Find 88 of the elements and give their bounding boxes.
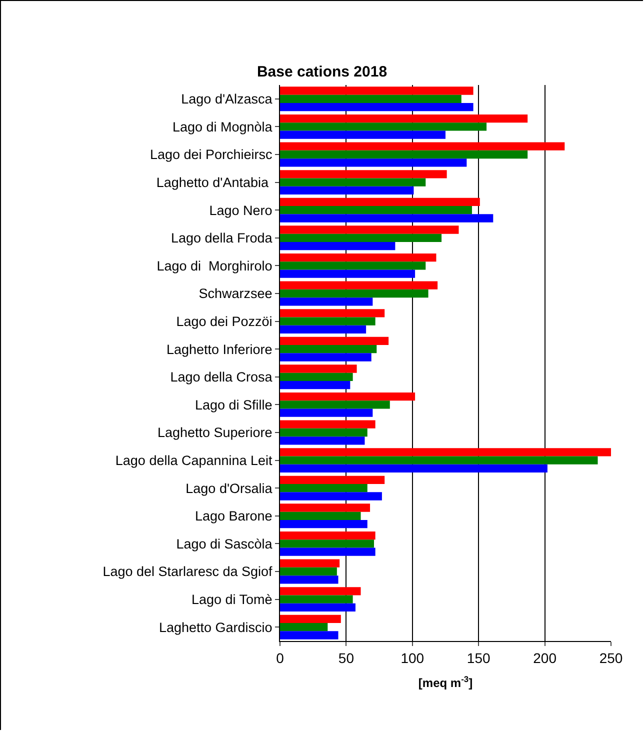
bar xyxy=(280,492,382,500)
x-tick-label: 50 xyxy=(338,650,354,666)
bar xyxy=(280,353,372,362)
y-tick-label: Lago di Tomè xyxy=(191,592,272,608)
bar xyxy=(280,270,416,278)
bar xyxy=(280,408,373,417)
bar xyxy=(280,559,340,568)
bar xyxy=(280,531,376,540)
bar xyxy=(280,420,376,428)
bar xyxy=(280,587,361,596)
bar xyxy=(280,102,474,112)
bar xyxy=(280,372,353,381)
y-tick-label: Lago di Mognòla xyxy=(172,119,273,134)
bar xyxy=(280,86,474,95)
bar xyxy=(280,364,357,373)
bar xyxy=(280,325,366,334)
bar xyxy=(280,614,341,624)
x-tick-label: 200 xyxy=(533,650,557,666)
bar xyxy=(280,400,390,409)
bar xyxy=(280,253,436,262)
bar xyxy=(280,130,446,139)
y-tick-label: Lago di Morghirolo xyxy=(156,258,272,274)
bar xyxy=(280,623,328,632)
bar xyxy=(280,456,598,464)
bar xyxy=(280,122,487,131)
x-tick-label: 250 xyxy=(599,650,623,666)
bar xyxy=(280,336,389,346)
bar xyxy=(280,428,368,437)
bar xyxy=(280,436,365,445)
y-tick-label: Lago Barone xyxy=(194,508,272,524)
bar xyxy=(280,114,528,123)
bar xyxy=(280,281,438,290)
y-tick-label: Laghetto Gardiscio xyxy=(158,620,272,635)
bar xyxy=(280,567,337,576)
bar xyxy=(280,214,494,222)
bar xyxy=(280,158,467,167)
y-tick-label: Lago d'Alzasca xyxy=(181,92,273,107)
bar xyxy=(280,298,373,306)
y-tick-label: Laghetto d'Antabia xyxy=(156,175,272,190)
y-tick-label: Lago della Capannina Leit xyxy=(115,453,273,468)
bar xyxy=(280,576,338,584)
bar xyxy=(280,317,376,326)
y-tick-label: Lago della Crosa xyxy=(170,370,273,385)
bar xyxy=(280,380,350,390)
y-tick-label: Lago d'Orsalia xyxy=(186,480,273,496)
y-tick-label: Laghetto Superiore xyxy=(157,425,272,440)
bar xyxy=(280,206,472,214)
y-tick-label: Lago Nero xyxy=(209,202,272,218)
bar xyxy=(280,289,428,298)
bar xyxy=(280,631,338,640)
bar xyxy=(280,548,376,556)
chart-title: Base cations 2018 xyxy=(256,63,388,80)
bar xyxy=(280,512,361,520)
bar xyxy=(280,94,462,103)
y-tick-label: Lago dei Porchieirsc xyxy=(150,147,273,162)
y-tick-label: Lago della Froda xyxy=(170,230,273,246)
bar xyxy=(280,603,356,612)
bar xyxy=(280,170,447,178)
x-axis-title: [meq m$^{-3}$] xyxy=(418,674,473,690)
y-tick-label: Laghetto Inferiore xyxy=(166,342,272,357)
bar xyxy=(280,234,442,242)
bar xyxy=(280,150,528,159)
x-tick-label: 0 xyxy=(276,650,284,666)
y-tick-label: Schwarzsee xyxy=(198,286,272,302)
bar xyxy=(280,142,565,150)
bar xyxy=(280,476,385,484)
y-tick-label: Lago del Starlaresc da Sgiof xyxy=(102,564,273,580)
bar xyxy=(280,198,480,206)
bar xyxy=(280,484,368,492)
bar xyxy=(280,464,548,473)
bar xyxy=(280,504,370,512)
bar xyxy=(280,309,385,318)
bar xyxy=(280,540,374,548)
bar xyxy=(280,392,416,401)
x-tick-label: 150 xyxy=(466,650,490,666)
bar xyxy=(280,178,426,186)
y-tick-label: Lago dei Pozzöi xyxy=(176,314,272,330)
bar xyxy=(280,226,459,234)
y-tick-label: Lago di Sfille xyxy=(194,397,272,412)
bar xyxy=(280,520,368,528)
y-tick-label: Lago di Sascòla xyxy=(176,536,273,552)
bar xyxy=(280,242,396,250)
bar xyxy=(280,186,414,195)
x-tick-label: 100 xyxy=(400,650,424,666)
bar xyxy=(280,262,426,270)
bar xyxy=(280,448,611,456)
bar xyxy=(280,345,377,354)
bar xyxy=(280,595,353,604)
